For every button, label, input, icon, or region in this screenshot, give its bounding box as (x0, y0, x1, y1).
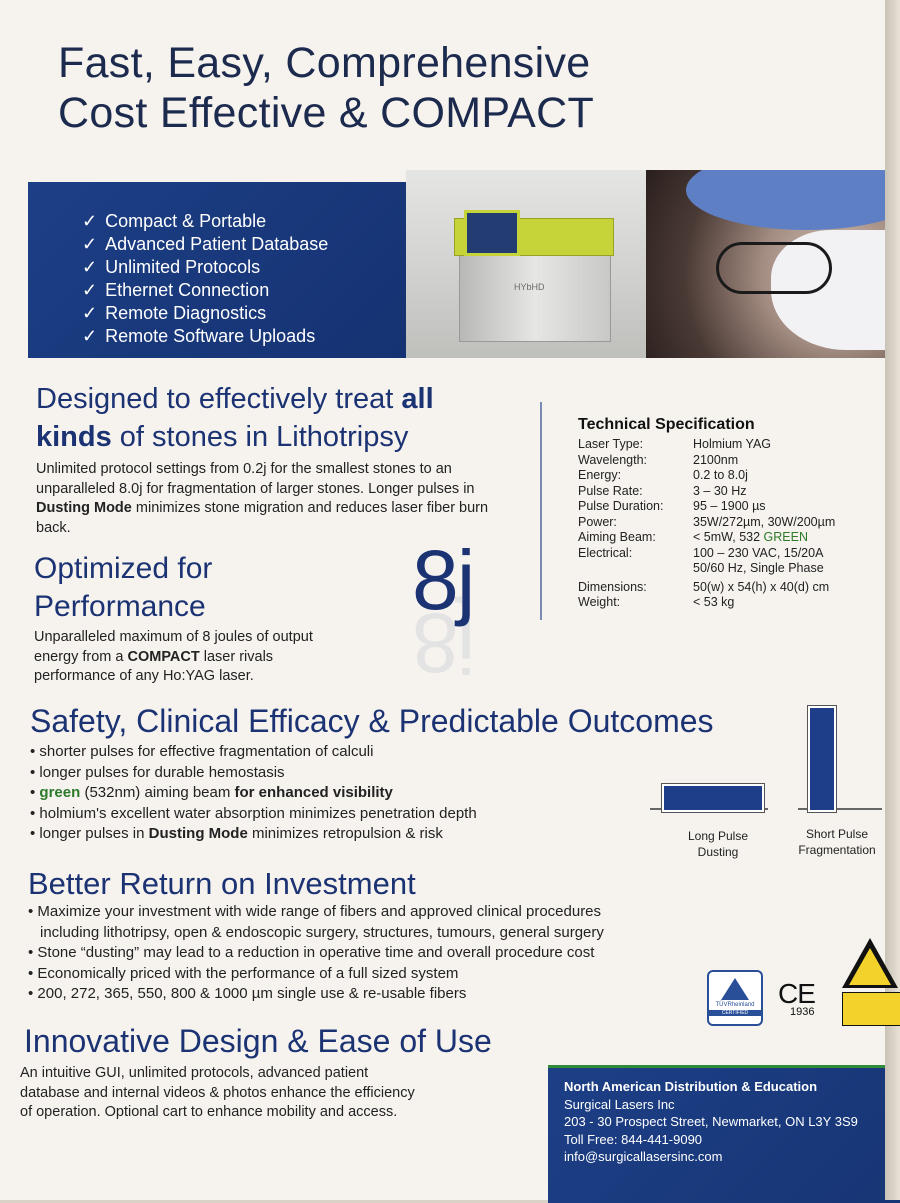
list-item: • longer pulses for durable hemostasis (30, 763, 285, 781)
tuv-certified-logo: TÜVRheinland CERTIFIED (707, 970, 763, 1026)
list-item: • Economically priced with the performan… (28, 964, 459, 982)
list-item: • Maximize your investment with wide ran… (28, 903, 602, 920)
safety-list: • shorter pulses for effective fragmenta… (30, 742, 630, 845)
innovative-heading: Innovative Design & Ease of Use (24, 1023, 492, 1059)
page-edge (885, 0, 900, 1200)
headline-line-2: Cost Effective & COMPACT (58, 89, 595, 137)
spec-row: Weight: < 53 kg (578, 595, 735, 609)
check-icon: ✓ (82, 257, 98, 277)
feature-item: ✓ Ethernet Connection (82, 280, 270, 300)
spec-row: 50/60 Hz, Single Phase (693, 561, 824, 575)
spec-row: Pulse Duration: 95 – 1900 µs (578, 499, 766, 513)
headline-line-1: Fast, Easy, Comprehensive (58, 39, 591, 87)
roi-heading: Better Return on Investment (28, 866, 416, 901)
check-icon: ✓ (82, 234, 98, 254)
ce-number: 1936 (790, 1006, 815, 1018)
device-logo: HYbHD (514, 282, 545, 292)
pulse-diagram: Long Pulse Dusting Short Pulse Fragmentati… (650, 700, 890, 870)
spec-row: Aiming Beam: < 5mW, 532 GREEN (578, 530, 808, 544)
roi-list: • Maximize your investment with wide ran… (28, 902, 708, 1005)
performance-paragraph: Unparalleled maximum of 8 joules of outp… (34, 629, 313, 684)
spec-row: Dimensions: 50(w) x 54(h) x 40(d) cm (578, 579, 830, 594)
spec-row: Pulse Rate: 3 – 30 Hz (578, 483, 747, 498)
feature-item: ✓ Advanced Patient Database (82, 234, 329, 254)
laser-warning-icon (838, 938, 900, 1028)
feature-banner: ✓ Compact & Portable ✓ Advanced Patient Da… (28, 170, 900, 358)
short-pulse-baseline (798, 808, 882, 810)
eight-joule-reflection: 8j (412, 596, 474, 690)
list-item: • shorter pulses for effective fragmenta… (30, 743, 374, 760)
technical-spec: Technical Specification Laser Type: Holmi… (578, 416, 888, 611)
innovative-paragraph: An intuitive GUI, unlimited protocols, a… (20, 1065, 415, 1120)
long-pulse-bar (661, 783, 765, 813)
list-item: • longer pulses in Dusting Mode minimize… (30, 825, 443, 842)
performance-heading: Optimized for Performance (34, 552, 213, 623)
long-pulse-caption: Long Pulse Dusting (687, 829, 749, 859)
spec-row: Laser Type: Holmium YAG (578, 437, 772, 451)
short-pulse-bar (807, 705, 837, 813)
headline: Fast, Easy, Comprehensive Cost Effective… (58, 38, 778, 138)
contact-address: 203 - 30 Prospect Street, Newmarket, ON … (564, 1114, 858, 1129)
feature-list-panel: ✓ Compact & Portable ✓ Advanced Patient Da… (28, 182, 406, 358)
spec-row: Wavelength: 2100nm (578, 452, 739, 467)
short-pulse-caption: Short Pulse Fragmentation (798, 827, 876, 857)
contact-title: North American Distribution & Education (564, 1079, 818, 1094)
feature-list: ✓ Compact & Portable ✓ Advanced Patient Da… (28, 182, 406, 348)
ce-mark-icon: CE (778, 978, 816, 1009)
list-item: • Stone “dusting” may lead to a reductio… (28, 944, 595, 961)
contact-phone: Toll Free: 844-441-9090 (564, 1131, 703, 1147)
feature-item: ✓ Remote Software Uploads (82, 326, 316, 346)
designed-paragraph: Unlimited protocol settings from 0.2j fo… (36, 461, 489, 536)
feature-item: ✓ Compact & Portable (82, 211, 267, 231)
section-divider (540, 402, 542, 620)
list-item: including lithotripsy, open & endoscopic… (40, 923, 604, 941)
spec-row: Energy: 0.2 to 8.0j (578, 468, 748, 482)
check-icon: ✓ (82, 326, 98, 346)
contact-email: info@surgicallasersinc.com (564, 1149, 723, 1164)
spec-row: Power: 35W/272µm, 30W/200µm (578, 514, 836, 529)
check-icon: ✓ (82, 303, 98, 323)
spec-row: Electrical: 100 – 230 VAC, 15/20A (578, 545, 824, 560)
safety-heading: Safety, Clinical Efficacy & Predictable … (30, 703, 714, 739)
check-icon: ✓ (82, 280, 98, 300)
designed-heading: Designed to effectively treat all kinds … (36, 383, 434, 453)
feature-item: ✓ Unlimited Protocols (82, 257, 261, 277)
laser-device-photo: HYbHD (406, 170, 646, 358)
laser-device-illustration: HYbHD (454, 210, 614, 342)
spec-title: Technical Specification (578, 416, 755, 433)
eight-joule-graphic: 8j (412, 533, 475, 627)
contact-box: North American Distribution & Education … (548, 1065, 900, 1203)
surgeon-photo (646, 170, 900, 358)
check-icon: ✓ (82, 211, 98, 231)
feature-item: ✓ Remote Diagnostics (82, 303, 267, 323)
list-item: • green (532nm) aiming beam for enhanced… (30, 784, 393, 801)
list-item: • holmium's excellent water absorption m… (30, 804, 477, 822)
list-item: • 200, 272, 365, 550, 800 & 1000 µm sing… (28, 985, 467, 1002)
contact-company: Surgical Lasers Inc (564, 1096, 675, 1112)
